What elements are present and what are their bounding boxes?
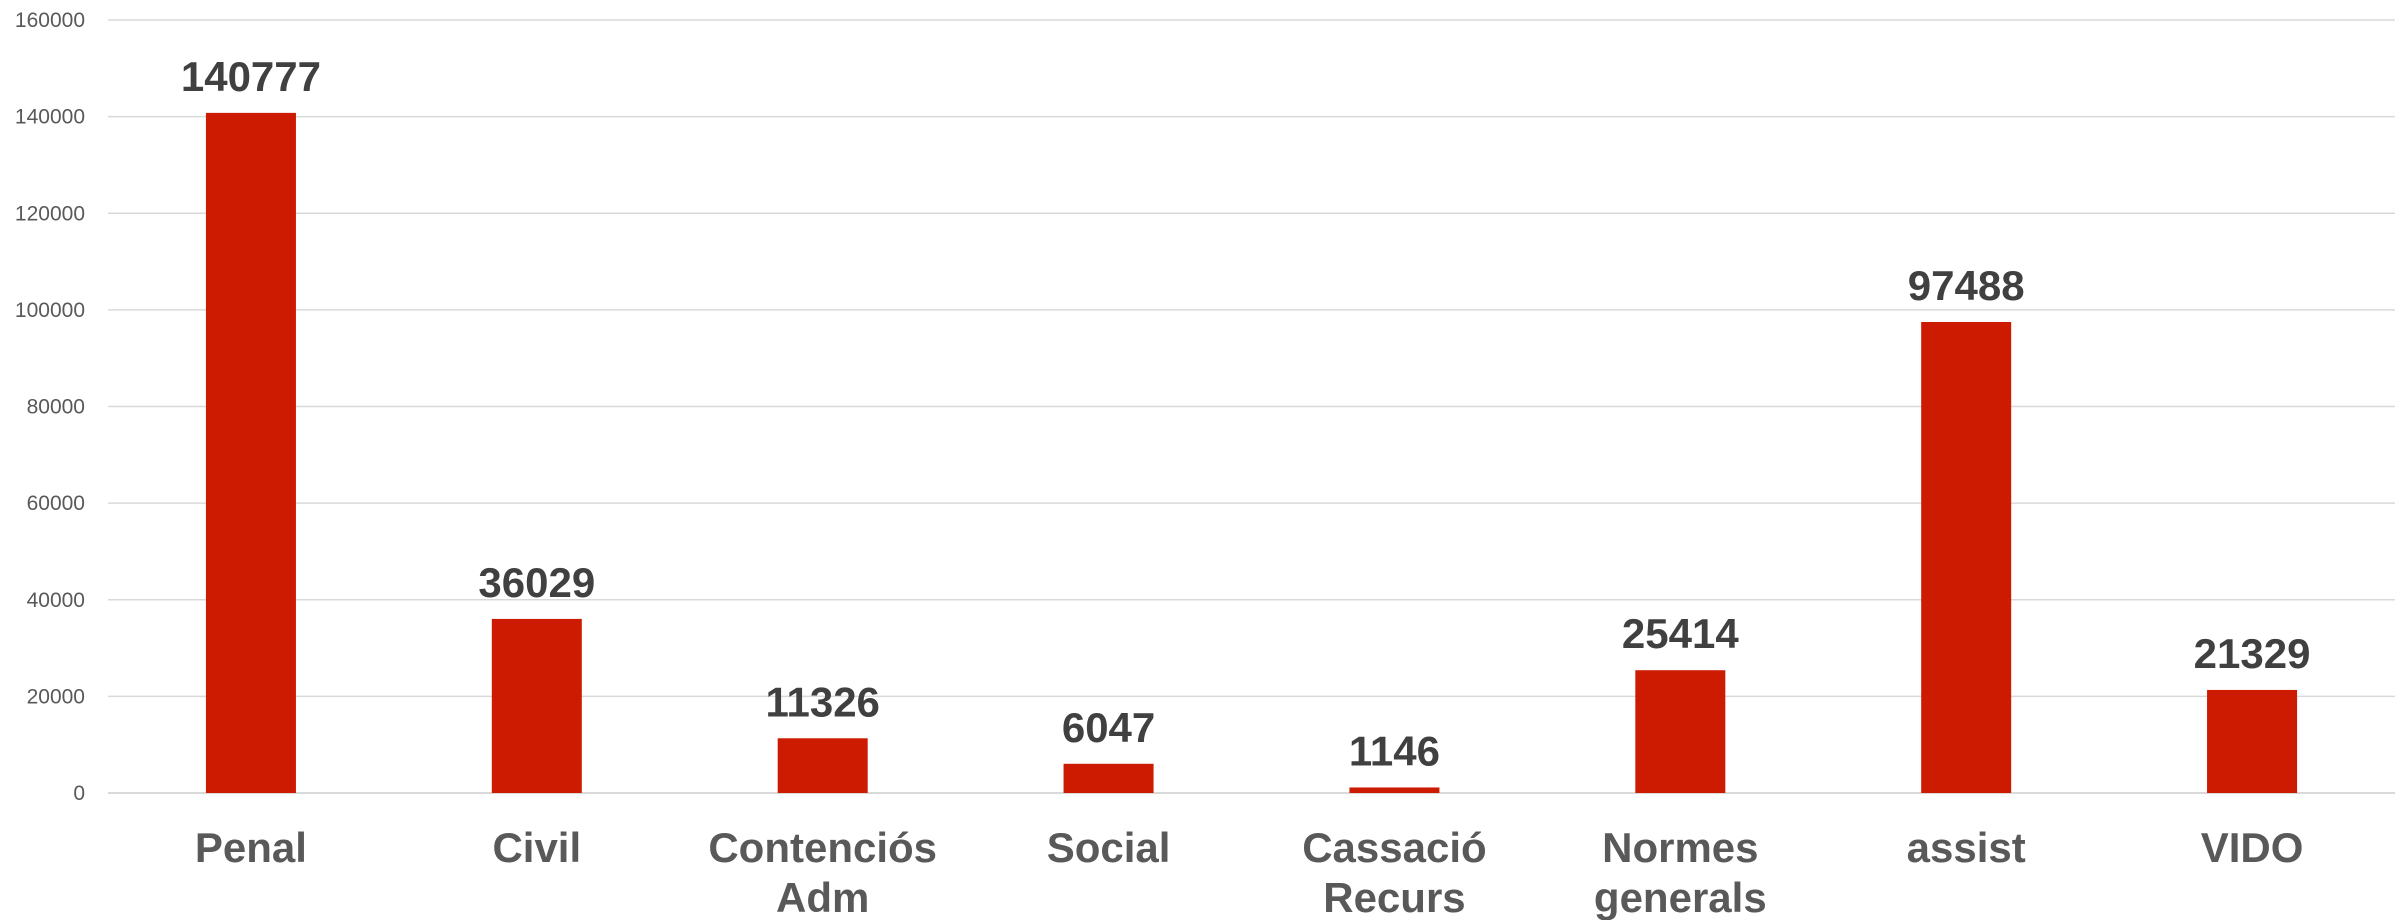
bar (205, 112, 296, 794)
y-tick-label: 40000 (27, 589, 85, 612)
y-tick-label: 140000 (15, 106, 85, 129)
x-tick-label-line: Cassació (1302, 824, 1486, 871)
x-tick-label-line: Penal (195, 824, 307, 871)
data-label: 6047 (1062, 704, 1155, 751)
bar (491, 618, 582, 793)
x-tick-label-line: Normes (1602, 824, 1758, 871)
data-labels: 140777 36029 11326 6047 1146 25414 97488 21329 (181, 53, 2311, 775)
x-tick-label-line: Civil (492, 824, 581, 871)
y-tick-label: 160000 (15, 9, 85, 32)
x-tick-label: Civil (492, 824, 581, 871)
x-tick-label: VIDO (2201, 824, 2304, 871)
y-tick-label: 60000 (27, 492, 85, 515)
y-tick-label: 0 (73, 782, 85, 805)
bars (205, 112, 2298, 794)
y-tick-label: 20000 (27, 685, 85, 708)
data-label: 36029 (478, 559, 595, 606)
x-tick-label-line: VIDO (2201, 824, 2304, 871)
bar (2207, 689, 2298, 793)
y-tick-label: 120000 (15, 202, 85, 225)
x-tick-label-line: assist (1907, 824, 2026, 871)
data-label: 21329 (2194, 630, 2311, 677)
x-tick-label-line: Contenciós (708, 824, 937, 871)
data-label: 1146 (1349, 727, 1440, 774)
y-tick-label: 100000 (15, 299, 85, 322)
data-label: 97488 (1908, 262, 2025, 309)
x-axis-category-labels: Penal Civil Contenciós Adm Social Cassació Rec… (195, 824, 2304, 920)
bar (777, 738, 868, 793)
data-label: 25414 (1622, 610, 1739, 657)
x-tick-label-line: generals (1594, 874, 1767, 920)
bar (1635, 670, 1726, 793)
data-label: 140777 (181, 53, 321, 100)
x-tick-label: Penal (195, 824, 307, 871)
y-axis-tick-labels: 0 20000 40000 60000 80000 100000 120000 140000 1… (15, 9, 85, 805)
bar (1921, 322, 2012, 793)
x-tick-label: Cassació Recurs (1302, 824, 1486, 920)
x-tick-label: Social (1047, 824, 1171, 871)
x-tick-label-line: Adm (776, 874, 869, 920)
x-tick-label-line: Social (1047, 824, 1171, 871)
bar (1063, 763, 1154, 793)
x-tick-label-line: Recurs (1323, 874, 1465, 920)
data-label: 11326 (765, 678, 879, 725)
gridlines (108, 19, 2395, 794)
y-tick-label: 80000 (27, 396, 85, 419)
bar (1349, 787, 1440, 793)
x-tick-label: assist (1907, 824, 2026, 871)
x-tick-label: Normes generals (1594, 824, 1767, 920)
x-tick-label: Contenciós Adm (708, 824, 937, 920)
